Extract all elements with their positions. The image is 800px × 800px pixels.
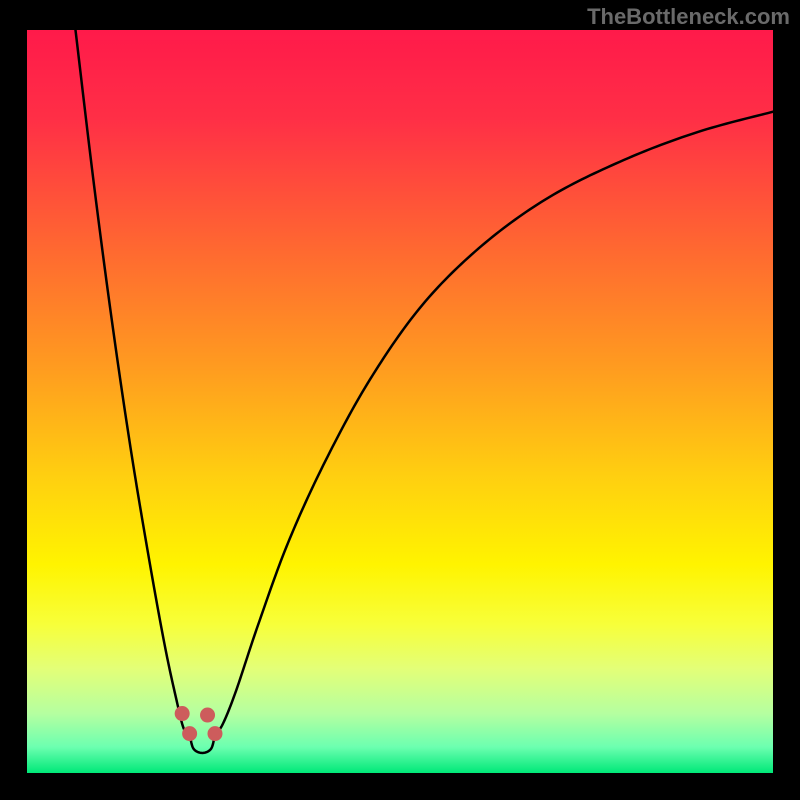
curve-layer <box>27 30 773 773</box>
data-marker <box>208 727 222 741</box>
plot-area <box>27 30 773 773</box>
bottleneck-curve <box>215 112 773 734</box>
bottleneck-curve <box>75 30 189 734</box>
data-marker <box>201 708 215 722</box>
data-marker <box>175 707 189 721</box>
data-marker <box>183 727 197 741</box>
watermark-text: TheBottleneck.com <box>587 4 790 30</box>
chart-frame: TheBottleneck.com <box>0 0 800 800</box>
